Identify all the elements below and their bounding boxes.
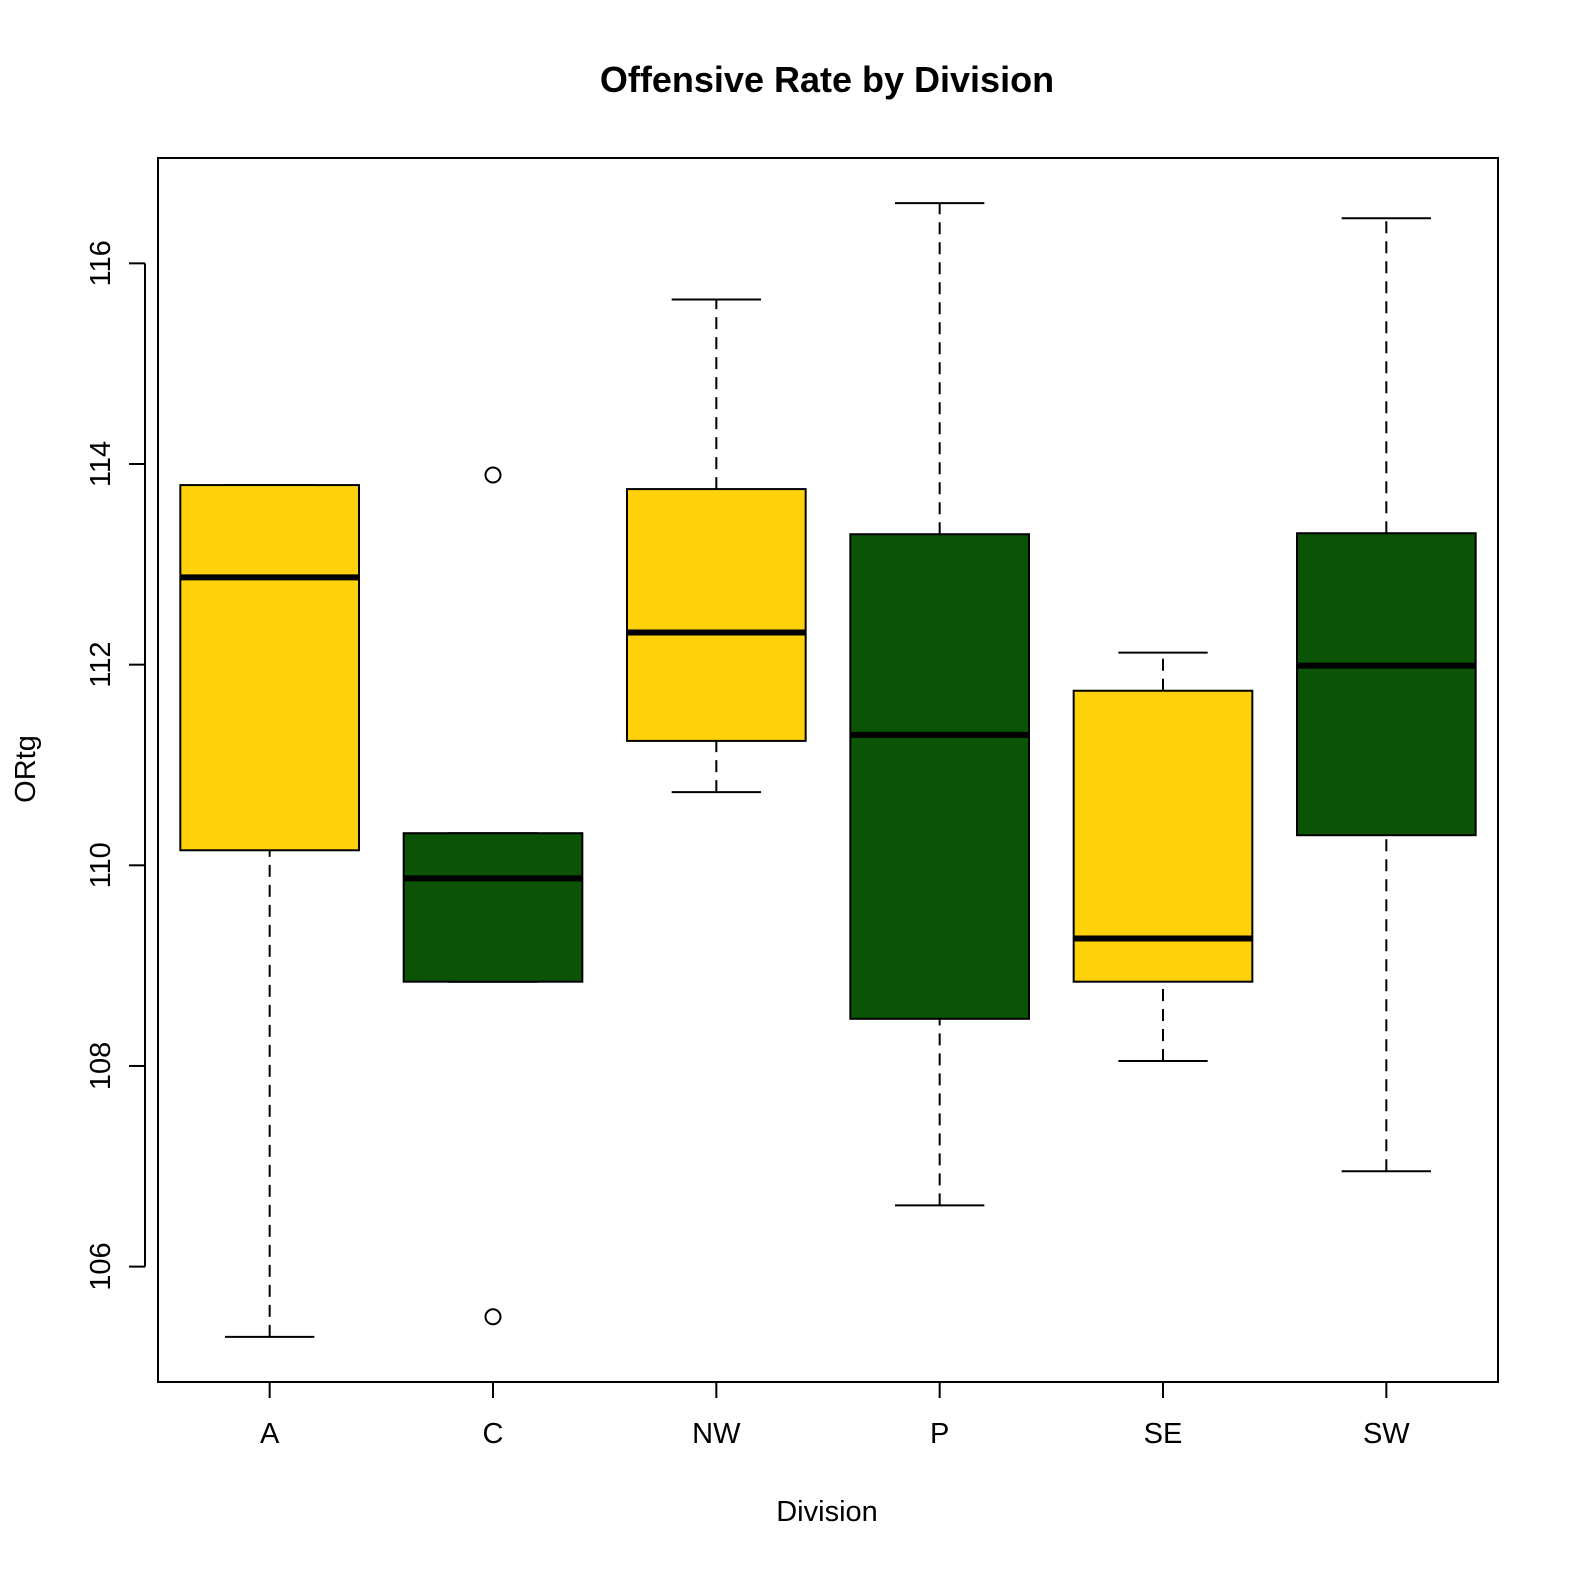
iqr-box	[179, 484, 360, 852]
box-c	[402, 466, 584, 1326]
outlier-point	[484, 1308, 502, 1326]
iqr-box	[1296, 532, 1477, 837]
x-axis: A C NW P SE SW	[260, 1381, 1410, 1450]
iqr-box	[402, 832, 584, 983]
iqr-box	[1072, 689, 1254, 983]
x-tick-label-p: P	[930, 1418, 949, 1450]
outlier-point	[484, 466, 502, 484]
x-tick-label-nw: NW	[692, 1418, 741, 1450]
y-tick-label: 110	[85, 842, 117, 888]
y-axis: 106 108 110 112 114 116	[85, 240, 146, 1291]
y-tick-label: 114	[85, 441, 117, 487]
box-a	[179, 484, 360, 1338]
iqr-box	[626, 488, 807, 742]
x-axis-label: Division	[776, 1496, 878, 1528]
y-tick-label: 106	[85, 1242, 117, 1290]
x-tick-label-c: C	[483, 1418, 504, 1450]
y-tick-label: 116	[85, 240, 117, 286]
x-tick-label-a: A	[260, 1418, 280, 1450]
box-nw	[626, 298, 807, 794]
iqr-box	[849, 533, 1030, 1020]
x-tick-label-se: SE	[1144, 1418, 1183, 1450]
x-tick-label-sw: SW	[1363, 1418, 1410, 1450]
y-tick-label: 112	[85, 642, 117, 688]
chart-title: Offensive Rate by Division	[600, 59, 1054, 100]
box-p	[849, 202, 1030, 1207]
y-axis-label: ORtg	[10, 735, 42, 803]
box-se	[1072, 651, 1254, 1062]
boxes-group	[179, 202, 1477, 1338]
y-tick-label: 108	[85, 1042, 117, 1090]
box-sw	[1296, 217, 1477, 1173]
